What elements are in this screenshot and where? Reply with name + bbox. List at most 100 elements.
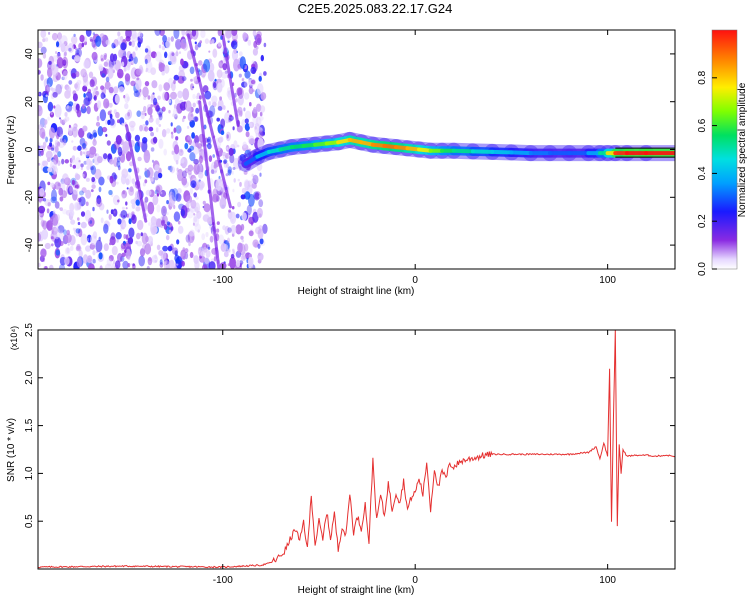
snr-point xyxy=(326,511,327,512)
noise-speck xyxy=(260,54,264,62)
noise-speck xyxy=(220,118,226,129)
noise-speck xyxy=(50,111,53,115)
noise-speck xyxy=(210,169,215,175)
colorbar-label: Normalized spectral amplitude xyxy=(737,82,748,217)
snr-point xyxy=(461,460,462,461)
snr-point xyxy=(361,528,362,529)
noise-speck xyxy=(113,86,119,94)
noise-speck xyxy=(79,190,84,196)
snr-point xyxy=(621,473,622,474)
noise-speck xyxy=(161,106,166,112)
noise-speck xyxy=(237,94,244,106)
noise-speck xyxy=(69,245,74,251)
noise-speck xyxy=(216,82,223,93)
noise-speck xyxy=(224,70,228,75)
noise-speck xyxy=(229,211,237,224)
noise-speck xyxy=(71,179,75,185)
noise-speck xyxy=(207,70,215,82)
noise-speck xyxy=(48,127,56,139)
noise-speck xyxy=(72,93,78,102)
noise-speck xyxy=(238,51,243,57)
noise-speck xyxy=(154,254,158,259)
noise-speck xyxy=(38,205,46,214)
snr-point xyxy=(442,471,443,472)
snr-plot xyxy=(38,330,675,569)
noise-speck xyxy=(38,41,43,49)
noise-speck xyxy=(147,256,153,266)
noise-speck xyxy=(166,212,169,216)
noise-speck xyxy=(118,86,125,93)
noise-speck xyxy=(98,176,105,186)
noise-speck xyxy=(228,147,234,156)
noise-speck xyxy=(128,218,132,225)
noise-speck xyxy=(141,110,145,116)
noise-speck xyxy=(105,76,110,83)
noise-speck xyxy=(132,32,139,39)
noise-speck xyxy=(125,207,128,210)
noise-speck xyxy=(86,237,90,242)
snr-point xyxy=(511,454,512,455)
snr-point xyxy=(655,456,656,457)
noise-speck xyxy=(76,243,81,250)
noise-speck xyxy=(55,51,58,54)
noise-speck xyxy=(164,260,170,269)
noise-speck xyxy=(217,42,222,47)
noise-speck xyxy=(182,170,187,178)
noise-speck xyxy=(44,37,49,42)
noise-speck xyxy=(101,41,104,44)
noise-speck xyxy=(74,55,81,62)
snr-point xyxy=(607,456,608,457)
noise-speck xyxy=(180,249,186,260)
noise-speck xyxy=(223,244,229,252)
noise-speck xyxy=(208,62,215,73)
noise-speck xyxy=(76,49,80,55)
noise-speck xyxy=(218,175,221,180)
noise-speck xyxy=(96,115,100,122)
noise-speck xyxy=(244,118,249,124)
noise-speck xyxy=(192,86,195,89)
noise-speck xyxy=(195,196,199,200)
noise-speck xyxy=(208,155,213,163)
snr-point xyxy=(384,516,385,517)
noise-streak xyxy=(125,124,148,223)
noise-speck xyxy=(172,247,179,255)
noise-speck xyxy=(173,104,177,109)
noise-speck xyxy=(126,63,131,71)
noise-speck xyxy=(231,206,235,210)
noise-speck xyxy=(85,201,89,207)
noise-speck xyxy=(232,167,236,170)
noise-speck xyxy=(88,152,95,159)
noise-speck xyxy=(230,224,237,235)
noise-speck xyxy=(230,253,235,259)
noise-speck xyxy=(73,202,80,211)
noise-speck xyxy=(127,112,130,117)
noise-speck xyxy=(227,37,230,42)
noise-speck xyxy=(86,165,90,171)
noise-speck xyxy=(126,96,130,101)
noise-speck xyxy=(171,188,179,202)
noise-speck xyxy=(193,212,196,216)
noise-speck xyxy=(38,105,43,117)
noise-speck xyxy=(98,186,102,193)
noise-speck xyxy=(130,125,135,132)
noise-speck xyxy=(178,148,184,156)
noise-speck xyxy=(167,245,173,252)
snr-point xyxy=(530,454,531,455)
noise-speck xyxy=(134,77,142,91)
noise-speck xyxy=(63,229,68,236)
noise-speck xyxy=(108,255,114,262)
snr-point xyxy=(349,492,350,493)
noise-speck xyxy=(232,126,235,131)
noise-speck xyxy=(192,102,196,108)
noise-speck xyxy=(175,159,179,165)
x-tick-label: -100 xyxy=(213,575,233,586)
noise-speck xyxy=(47,181,51,186)
noise-speck xyxy=(92,250,96,256)
noise-speck xyxy=(101,126,108,133)
noise-speck xyxy=(175,136,179,141)
noise-speck xyxy=(144,126,149,132)
noise-speck xyxy=(189,229,195,237)
noise-speck xyxy=(232,188,235,193)
noise-speck xyxy=(150,177,154,182)
noise-speck xyxy=(255,103,262,113)
